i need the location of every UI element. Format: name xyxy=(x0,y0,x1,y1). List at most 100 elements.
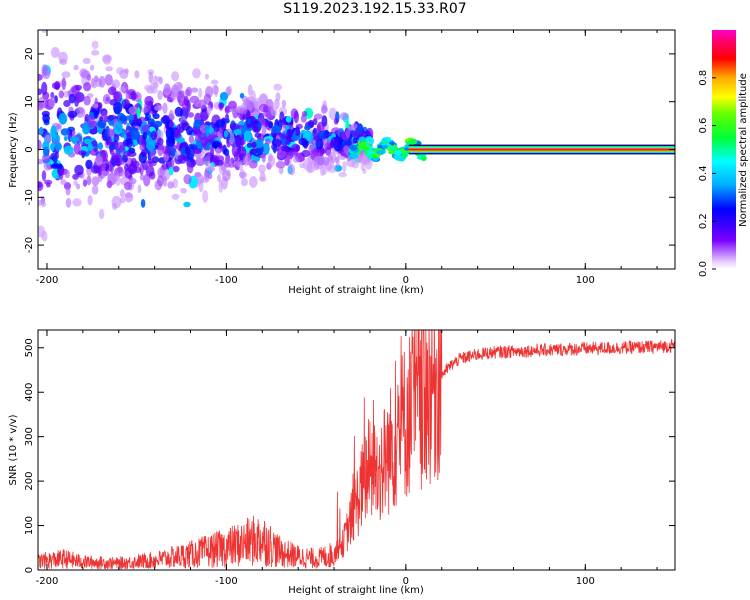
spectrogram-cell xyxy=(41,64,48,77)
spectrogram-cell xyxy=(155,129,164,139)
spectrogram-cell xyxy=(73,142,81,155)
spectrogram-cell xyxy=(243,130,252,142)
spectrogram-cell xyxy=(137,184,142,194)
spectrogram-cell xyxy=(38,73,43,81)
spectrogram-cell xyxy=(198,179,204,193)
spectrogram-cell xyxy=(222,144,227,155)
spectrogram-cell xyxy=(267,153,273,162)
spectrogram-cell xyxy=(285,139,291,146)
spectrogram-ytick-label: -20 xyxy=(24,237,35,253)
snr-ytick-label: 500 xyxy=(24,338,35,357)
chart-title: S119.2023.192.15.33.R07 xyxy=(283,1,467,17)
spectrogram-cell xyxy=(284,155,290,166)
spectrogram-cell xyxy=(42,146,49,157)
spectrogram-cell xyxy=(111,79,121,89)
spectrogram-cell xyxy=(90,165,100,174)
spectrogram-cell xyxy=(260,118,266,127)
spectrogram-cell xyxy=(192,68,201,79)
spectrogram-cell xyxy=(329,151,337,164)
spectrogram-cell xyxy=(171,193,180,200)
spectrogram-xtick-label: 0 xyxy=(403,275,409,286)
spectrogram-cell xyxy=(315,138,324,150)
spectrogram-cell xyxy=(261,152,266,163)
spectrogram-cell xyxy=(327,165,337,173)
spectrogram-cell xyxy=(144,95,154,107)
spectrogram-xtick-label: -200 xyxy=(36,275,59,286)
spectrogram-cell xyxy=(313,151,318,158)
spectrogram-cell xyxy=(177,154,188,164)
spectrogram-cell xyxy=(393,154,402,159)
spectrogram-cell xyxy=(105,66,114,72)
spectrogram-ytick-label: 0 xyxy=(24,146,35,152)
colorbar-tick-label: 0.0 xyxy=(698,261,709,277)
spectrogram-cell xyxy=(190,87,199,93)
spectrogram-cell xyxy=(42,153,51,164)
spectrogram-cell xyxy=(107,136,112,146)
spectrogram-cell xyxy=(74,164,84,176)
spectrogram-cell xyxy=(288,128,293,139)
spectrogram-cell xyxy=(321,104,327,114)
spectrogram-cell xyxy=(97,120,107,129)
spectrogram-cell xyxy=(128,106,138,115)
spectrogram-cell xyxy=(188,135,195,144)
spectrogram-cell xyxy=(139,144,146,151)
spectrogram-cell xyxy=(349,144,358,151)
spectrogram-cell xyxy=(107,86,117,96)
spectrogram-cell xyxy=(205,164,214,171)
spectrogram-cell xyxy=(272,138,282,147)
spectrogram-cell xyxy=(104,74,113,86)
spectrogram-cell xyxy=(83,95,91,106)
spectrogram-cell xyxy=(381,144,388,149)
spectrogram-cell xyxy=(147,118,155,125)
spectrogram-cell xyxy=(298,137,308,146)
spectrogram-cell xyxy=(153,120,163,128)
spectrogram-cell xyxy=(359,141,368,148)
spectrogram-cell xyxy=(115,175,121,187)
spectrogram-cell xyxy=(203,156,211,167)
spectrogram-cell xyxy=(264,138,271,145)
spectrogram-cell xyxy=(299,163,305,169)
spectrogram-cell xyxy=(91,103,99,109)
spectrogram-cell xyxy=(313,135,321,142)
spectrogram-cell xyxy=(61,77,66,91)
spectrogram-cell xyxy=(224,105,230,114)
spectrogram-cell xyxy=(234,150,239,162)
spectrogram-cell xyxy=(157,144,164,156)
spectrogram-cell xyxy=(257,122,262,129)
spectrogram-cell xyxy=(102,54,111,64)
spectrogram-cell xyxy=(208,173,213,180)
spectrogram-carrier-line xyxy=(408,149,675,150)
spectrogram-cell xyxy=(140,199,146,208)
spectrogram-cell xyxy=(113,105,121,115)
spectrogram-cell xyxy=(281,99,287,108)
spectrogram-cell xyxy=(192,148,202,154)
spectrogram-cell xyxy=(198,87,203,99)
spectrogram-cell xyxy=(97,166,102,176)
spectrogram-cell xyxy=(139,174,145,181)
spectrogram-cell xyxy=(124,167,133,179)
spectrogram-cell xyxy=(41,170,47,182)
spectrogram-cell xyxy=(60,179,67,186)
spectrogram-cell xyxy=(136,118,142,127)
spectrogram-cell xyxy=(258,164,266,174)
spectrogram-cell xyxy=(262,142,270,155)
spectrogram-cell xyxy=(339,112,349,121)
spectrogram-cell xyxy=(322,166,327,176)
spectrogram-cell xyxy=(117,166,123,174)
spectrogram-cell xyxy=(184,146,191,156)
spectrogram-cell xyxy=(233,160,241,167)
spectrogram-cell xyxy=(86,175,92,186)
spectrogram-cell xyxy=(154,105,164,111)
spectrogram-cell xyxy=(83,82,92,92)
spectrogram-cell xyxy=(70,86,77,93)
spectrogram-cell xyxy=(345,139,352,146)
spectrogram-ytick-label: 10 xyxy=(24,95,35,108)
spectrogram-cell xyxy=(119,114,127,122)
spectrogram-cell xyxy=(145,165,155,177)
spectrogram-cell xyxy=(138,151,147,164)
spectrogram-cell xyxy=(372,154,378,159)
colorbar-tick-label: 0.8 xyxy=(698,70,709,86)
spectrogram-cell xyxy=(218,102,225,109)
spectrogram-cell xyxy=(50,142,56,152)
spectrogram-cell xyxy=(393,149,403,156)
